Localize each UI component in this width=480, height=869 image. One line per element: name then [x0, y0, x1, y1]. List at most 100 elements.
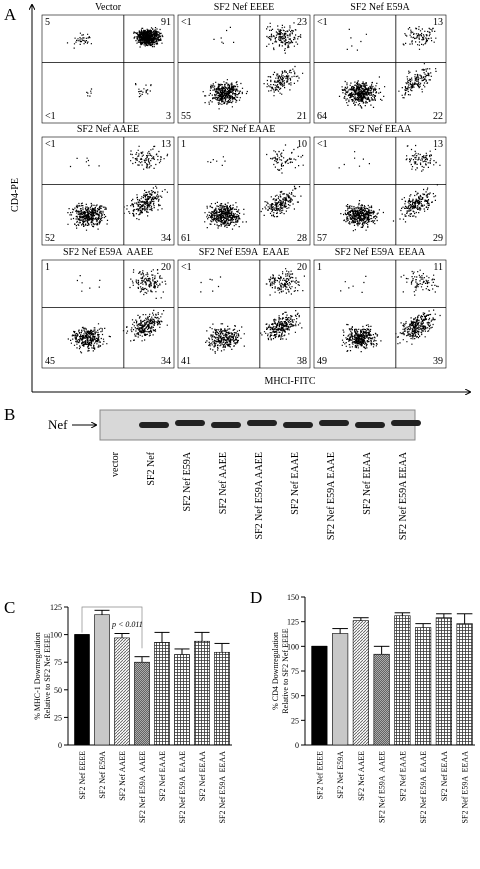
quadrant-percent: 20: [161, 262, 171, 273]
bar: [373, 653, 390, 746]
plot-frame: [177, 14, 311, 124]
quadrant-percent: 23: [297, 17, 307, 28]
y-axis-label: Relative to SF2 Nef EEEE: [43, 633, 52, 718]
axis-label: CD4-PE: [10, 178, 21, 212]
event-dots: [67, 269, 168, 354]
y-tick-label: 150: [287, 593, 299, 602]
x-tick-label: SF2 Nef E59A EAAE: [419, 751, 428, 824]
band: [139, 422, 169, 428]
plot-title: SF2 Nef EAAE: [213, 124, 276, 135]
plot-frame: [313, 136, 447, 246]
quadrant-percent: 52: [45, 233, 55, 244]
x-tick-label: SF2 Nef EEAA: [198, 751, 207, 801]
band-label: Nef: [48, 417, 68, 432]
event-dots: [200, 268, 305, 354]
quadrant-percent: 21: [297, 111, 307, 122]
bar: [456, 623, 473, 746]
quadrant-percent: 49: [317, 356, 327, 367]
event-dots: [338, 26, 437, 109]
bar: [415, 627, 432, 746]
y-tick-label: 100: [287, 642, 299, 651]
x-tick-label: SF2 Nef EEEE: [78, 751, 87, 800]
plot-frame: [177, 259, 311, 369]
plot-frame: [313, 14, 447, 124]
event-dots: [66, 27, 164, 98]
lane-label: SF2 Nef E59A: [182, 451, 193, 511]
y-tick-label: 50: [54, 686, 62, 695]
plot-frame: [41, 136, 175, 246]
band: [319, 420, 349, 426]
y-axis-label: % CD4 Downregulation: [271, 632, 280, 710]
bar: [134, 661, 150, 746]
bar: [194, 640, 210, 746]
event-dots: [202, 22, 304, 110]
quadrant-percent: 34: [161, 233, 171, 244]
lane-label: SF2 Nef E59A AAEE: [254, 452, 265, 540]
lane-label: SF2 Nef E59A EAAE: [326, 452, 337, 540]
plot-frame: [41, 259, 175, 369]
x-tick-label: SF2 Nef E59A EEAA: [218, 751, 227, 824]
y-axis-label: Relative to SF2 Nef EEEE: [281, 628, 290, 713]
y-tick-label: 0: [58, 741, 62, 750]
plot-title: SF2 Nef EEAA: [349, 124, 413, 135]
plot-title: SF2 Nef E59A EAAE: [199, 247, 290, 258]
x-tick-label: SF2 Nef EAAE: [398, 751, 407, 801]
plot-frame: [177, 136, 311, 246]
quadrant-percent: 22: [433, 111, 443, 122]
bar: [311, 646, 328, 746]
quadrant-percent: 91: [161, 17, 171, 28]
quadrant-percent: <1: [181, 262, 192, 273]
lane-label: SF2 Nef EAAE: [290, 452, 301, 515]
quadrant-percent: 20: [297, 262, 307, 273]
band: [283, 422, 313, 428]
quadrant-percent: 3: [166, 111, 171, 122]
quadrant-percent: 1: [181, 139, 186, 150]
y-tick-label: 0: [295, 741, 299, 750]
bar: [114, 637, 130, 746]
band: [391, 420, 421, 426]
bar: [435, 617, 452, 746]
quadrant-percent: 61: [181, 233, 191, 244]
quadrant-percent: 64: [317, 111, 327, 122]
bar: [352, 620, 369, 746]
quadrant-percent: 55: [181, 111, 191, 122]
quadrant-percent: 13: [433, 139, 443, 150]
y-axis-label: % MHC-1 Downregulation: [33, 632, 42, 720]
lane-label: vector: [110, 451, 121, 477]
quadrant-percent: 29: [433, 233, 443, 244]
lane-label: SF2 Nef AAEE: [218, 452, 229, 514]
panel-label: D: [250, 588, 262, 607]
y-tick-label: 25: [54, 713, 62, 722]
event-dots: [340, 269, 441, 353]
plot-title: Vector: [95, 2, 122, 13]
quadrant-percent: <1: [317, 17, 328, 28]
x-tick-label: SF2 Nef E59A: [98, 751, 107, 799]
quadrant-percent: 10: [297, 139, 307, 150]
quadrant-percent: <1: [317, 139, 328, 150]
quadrant-percent: 41: [181, 356, 191, 367]
band: [211, 422, 241, 428]
lane-label: SF2 Nef: [146, 451, 157, 485]
lane-label: SF2 Nef EEAA: [362, 451, 373, 515]
quadrant-percent: 57: [317, 233, 327, 244]
x-tick-label: SF2 Nef AAEE: [118, 751, 127, 801]
x-tick-label: SF2 Nef AAEE: [357, 751, 366, 801]
quadrant-percent: 13: [433, 17, 443, 28]
band: [175, 420, 205, 426]
y-tick-label: 125: [287, 618, 299, 627]
x-tick-label: SF2 Nef E59A AAEE: [138, 751, 147, 823]
y-tick-label: 75: [291, 667, 299, 676]
x-tick-label: SF2 Nef E59A EEAA: [461, 751, 470, 824]
plot-title: SF2 Nef E59A AAEE: [63, 247, 153, 258]
bar: [174, 654, 190, 746]
band: [355, 422, 385, 428]
y-tick-label: 75: [54, 658, 62, 667]
axis-label: MHCI-FITC: [264, 376, 315, 387]
y-tick-label: 125: [50, 603, 62, 612]
bar: [332, 633, 349, 746]
significance-bracket: [81, 606, 143, 649]
x-tick-label: SF2 Nef EAAE: [158, 751, 167, 801]
x-tick-label: SF2 Nef EEAA: [440, 751, 449, 801]
quadrant-percent: 34: [161, 356, 171, 367]
